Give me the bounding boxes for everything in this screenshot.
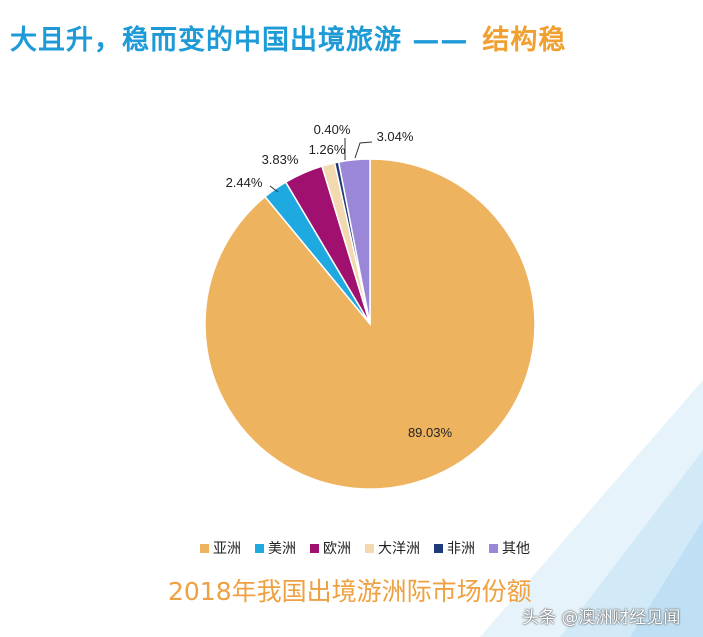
data-label: 1.26% [309, 142, 346, 157]
leader-line [354, 141, 373, 159]
data-label: 3.83% [262, 152, 299, 167]
legend-swatch [489, 543, 498, 553]
title-main: 大且升，稳而变的中国出境旅游 —— [10, 25, 469, 56]
legend-swatch [310, 543, 319, 553]
data-label: 3.04% [377, 129, 414, 144]
legend-swatch [255, 543, 264, 553]
legend-label: 非洲 [447, 541, 475, 557]
legend-swatch [365, 543, 374, 553]
legend-item: 美洲 [255, 538, 296, 558]
data-label: 89.03% [408, 425, 453, 440]
pie-slice-5 [337, 158, 371, 325]
legend-item: 大洋洲 [365, 538, 420, 558]
legend-item: 欧洲 [310, 538, 351, 558]
legend-item: 亚洲 [200, 538, 241, 558]
legend-label: 大洋洲 [378, 541, 420, 557]
leader-line [269, 185, 279, 193]
legend-label: 美洲 [268, 541, 296, 557]
legend: 亚洲 美洲 欧洲 大洋洲 非洲 其他 [200, 538, 530, 558]
legend-swatch [200, 543, 209, 553]
watermark: 头条 @澳洲财经见闻 [522, 608, 681, 628]
legend-item: 非洲 [434, 538, 475, 558]
page-title: 大且升，稳而变的中国出境旅游 —— 结构稳 [10, 18, 566, 57]
data-label: 2.44% [226, 175, 263, 190]
title-accent: 结构稳 [482, 25, 567, 56]
data-label: 0.40% [314, 122, 351, 137]
legend-item: 其他 [489, 538, 530, 558]
chart-title: 2018年我国出境游洲际市场份额 [168, 577, 532, 606]
legend-label: 亚洲 [213, 541, 241, 557]
legend-label: 欧洲 [323, 541, 351, 557]
legend-swatch [434, 543, 443, 553]
legend-label: 其他 [502, 541, 530, 557]
